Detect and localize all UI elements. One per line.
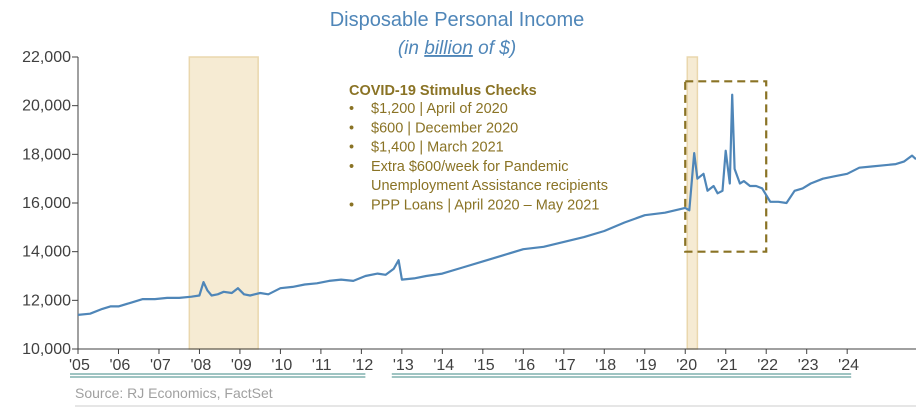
x-tick-label: '08 — [190, 357, 211, 374]
x-tick-label: '05 — [69, 357, 90, 374]
y-tick-label: 20,000 — [22, 98, 71, 115]
chart-title: Disposable Personal Income — [330, 9, 585, 31]
series-layer — [77, 93, 916, 316]
x-tick-label: '10 — [271, 357, 292, 374]
chart-subtitle: (in billion of $) — [398, 38, 516, 59]
x-tick-label: '19 — [636, 357, 657, 374]
x-tick-label: '22 — [757, 357, 778, 374]
y-tick-label: 12,000 — [22, 292, 71, 309]
annotation-item-5: PPP Loans | April 2020 – May 2021 — [371, 198, 599, 214]
x-tick-label: '24 — [838, 357, 859, 374]
annotation-bullet: • — [349, 101, 354, 117]
y-tick-label: 22,000 — [22, 49, 71, 66]
x-tick-label: '20 — [676, 357, 697, 374]
x-tick-label: '09 — [231, 357, 252, 374]
annotation-item-4: Unemployment Assistance recipients — [371, 178, 608, 194]
x-tick-label: '11 — [312, 357, 332, 374]
annotation-title: COVID-19 Stimulus Checks — [349, 83, 537, 99]
recession-shading-layer — [188, 56, 699, 350]
subtitle-prefix: (in — [398, 38, 424, 59]
y-tick-label: 10,000 — [22, 341, 71, 358]
series-line — [77, 93, 916, 316]
x-tick-label: '16 — [514, 357, 535, 374]
subtitle-suffix: of $) — [473, 38, 516, 59]
x-tick-label: '13 — [393, 357, 414, 374]
highlight-box-layer — [684, 80, 768, 253]
x-tick-label: '06 — [109, 357, 130, 374]
stimulus-annotation: COVID-19 Stimulus Checks • $1,200 | April… — [349, 83, 608, 214]
annotation-bullet: • — [349, 159, 354, 175]
y-tick-label: 16,000 — [22, 195, 71, 212]
y-tick-label: 18,000 — [22, 146, 71, 163]
x-tick-label: '23 — [798, 357, 819, 374]
subtitle-emphasis: billion — [424, 38, 473, 59]
annotation-item-4: Extra $600/week for Pandemic — [371, 159, 568, 175]
shaded-period-2 — [686, 56, 699, 350]
annotation-item-2: $600 | December 2020 — [371, 120, 518, 136]
axes-layer: 10,000 12,000 14,000 16,000 18,000 20,000 22,0… — [22, 49, 916, 378]
shaded-period-1 — [188, 56, 259, 350]
x-tick-label: '18 — [595, 357, 616, 374]
x-tick-label: '12 — [352, 357, 373, 374]
covid-highlight-box — [684, 80, 768, 253]
y-tick-label: 14,000 — [22, 244, 71, 261]
x-tick-label: '14 — [433, 357, 454, 374]
annotation-item-3: $1,400 | March 2021 — [371, 140, 504, 156]
annotation-bullet: • — [349, 198, 354, 214]
x-tick-label: '17 — [555, 357, 576, 374]
annotation-bullet: • — [349, 140, 354, 156]
x-tick-label: '07 — [150, 357, 171, 374]
annotation-item-1: $1,200 | April of 2020 — [371, 101, 508, 117]
x-tick-label: '21 — [717, 357, 738, 374]
annotation-bullet: • — [349, 120, 354, 136]
x-tick-label: '15 — [474, 357, 495, 374]
source-note: Source: RJ Economics, FactSet — [75, 385, 273, 401]
